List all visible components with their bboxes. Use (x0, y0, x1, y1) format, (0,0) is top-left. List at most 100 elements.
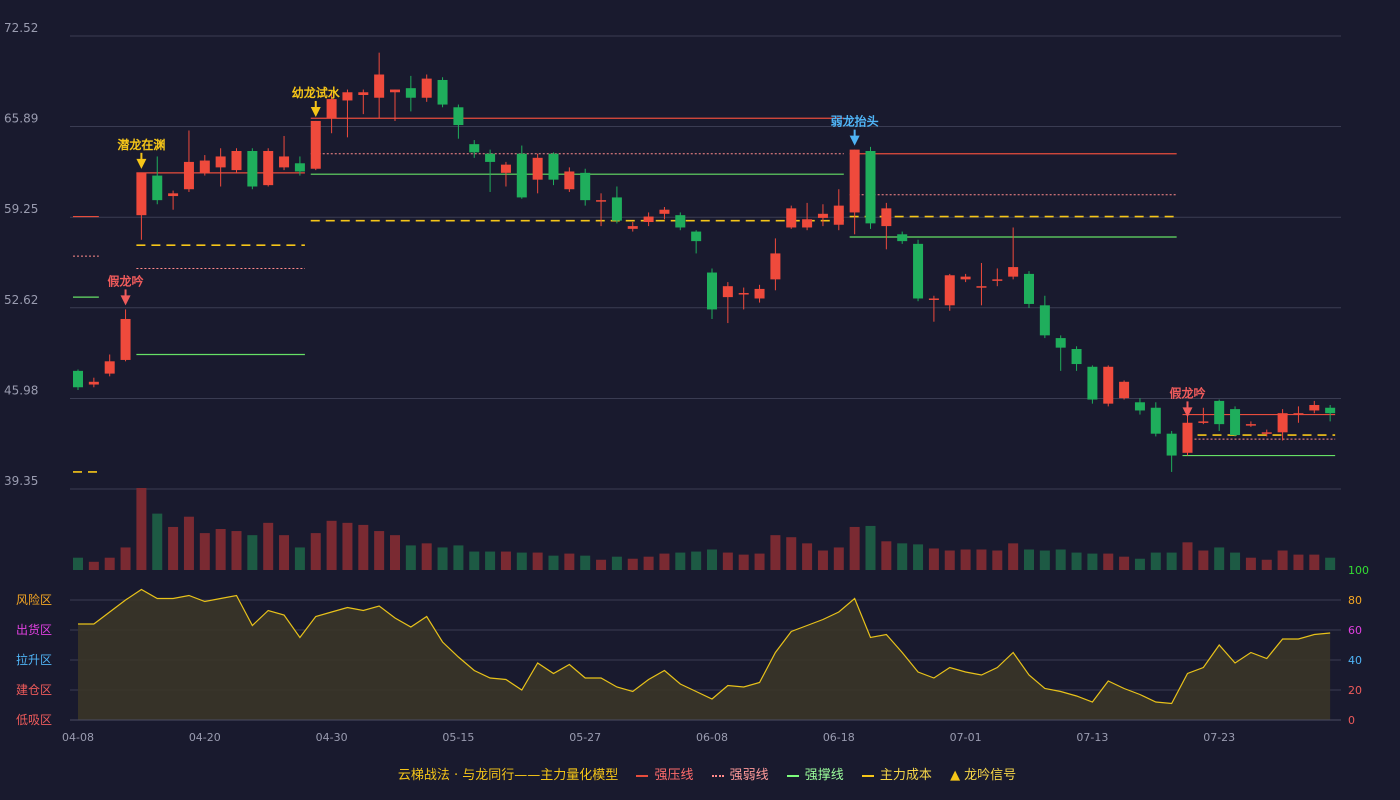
signal-arrow-icon (849, 135, 860, 146)
candle-body (944, 275, 955, 306)
volume-bar (1087, 553, 1098, 570)
candle-body (849, 149, 860, 213)
volume-bar (437, 547, 448, 570)
x-tick-label: 05-27 (569, 731, 601, 744)
candle-body (1277, 413, 1288, 433)
volume-bar (580, 555, 591, 570)
volume-bar (754, 553, 765, 570)
indicator-tick-label: 40 (1348, 654, 1362, 667)
candle-body (1119, 381, 1130, 399)
legend-label-strong-pressure: 强压线 (654, 768, 694, 783)
volume-bar (627, 558, 638, 570)
candle-body (611, 197, 622, 221)
candle-body (976, 286, 987, 288)
candle-body (1024, 273, 1034, 304)
volume-bar (88, 561, 99, 570)
candle-body (326, 99, 337, 119)
legend-item-signal[interactable]: ▲ 龙吟信号 (950, 764, 1016, 783)
candle-body (1230, 409, 1241, 436)
candle-body (1325, 407, 1336, 414)
price-tick-label: 45.98 (4, 383, 38, 397)
legend-item-strong-pressure[interactable]: 强压线 (636, 764, 693, 783)
price-tick-label: 65.89 (4, 112, 38, 126)
candle-body (279, 156, 290, 168)
volume-bar (453, 545, 464, 570)
volume-bar (944, 550, 955, 570)
candle-body (390, 89, 400, 93)
signal-label: 幼龙试水 (292, 85, 341, 100)
candle-body (1309, 405, 1320, 411)
candle-body (231, 150, 242, 171)
candle-body (1150, 407, 1161, 434)
volume-bar (833, 547, 844, 570)
volume-bar (73, 557, 83, 570)
volume-bar (405, 545, 416, 570)
volume-bar (548, 555, 559, 570)
legend-swatch-weak-strong (711, 774, 724, 777)
volume-bar (1008, 543, 1019, 570)
volume-bar (358, 524, 369, 570)
indicator-zone-label: 建仓区 (16, 683, 52, 697)
indicator-zone-label: 出货区 (16, 622, 52, 637)
volume-bar (786, 537, 797, 570)
candle-body (120, 318, 131, 360)
candle-body (1261, 432, 1272, 434)
candle-body (675, 215, 686, 228)
volume-bar (199, 533, 210, 570)
legend-item-weak-strong[interactable]: 强弱线 (711, 764, 769, 783)
volume-bar (326, 520, 337, 570)
volume-bar (310, 533, 321, 570)
volume-bar (1198, 550, 1209, 570)
volume-bar (817, 550, 828, 570)
indicator-area (78, 589, 1331, 720)
x-tick-label: 07-23 (1203, 731, 1235, 744)
candle-body (643, 216, 654, 223)
candle-body (183, 161, 194, 190)
volume-bar (738, 554, 749, 570)
volume-bar (136, 488, 147, 570)
candle-body (691, 231, 702, 242)
candle-body (627, 226, 638, 229)
candle-body (659, 209, 670, 214)
volume-bar (881, 541, 892, 570)
volume-bar (231, 531, 242, 570)
price-tick-label: 72.52 (4, 21, 38, 35)
volume-bar (1055, 549, 1066, 570)
volume-bar (421, 543, 432, 570)
volume-bar (294, 547, 305, 570)
x-tick-label: 07-01 (950, 731, 982, 744)
volume-bar (120, 547, 131, 570)
volume-bar (469, 551, 480, 570)
candle-body (1039, 305, 1050, 336)
indicator-zone-label: 低吸区 (16, 713, 52, 727)
candle-body (152, 175, 163, 201)
candle-body (88, 381, 99, 385)
candle-body (437, 79, 448, 105)
candle-body (1198, 421, 1209, 423)
volume-bar (1245, 557, 1256, 570)
legend-item-main-cost[interactable]: 主力成本 (861, 764, 932, 783)
x-tick-label: 04-30 (316, 731, 348, 744)
candle-body (1071, 349, 1082, 365)
candle-body (342, 92, 353, 101)
volume-bar (976, 549, 987, 570)
candle-body (1087, 366, 1098, 400)
legend-title: 云梯战法 · 与龙同行——主力量化模型 (397, 768, 619, 783)
candle-body (453, 107, 464, 126)
volume-bar (342, 522, 353, 570)
signal-arrow-icon (136, 158, 147, 169)
candle-body (215, 156, 226, 168)
indicator-tick-label: 0 (1348, 714, 1355, 727)
volume-bar (485, 551, 496, 570)
candle-body (73, 370, 83, 388)
volume-bar (1277, 550, 1288, 570)
candle-body (913, 243, 924, 299)
volume-bar (247, 535, 258, 570)
candle-body (136, 172, 147, 216)
candle-body (485, 153, 496, 162)
legend-item-strong-support[interactable]: 强撑线 (786, 764, 844, 783)
legend-swatch-main-cost (861, 774, 874, 777)
volume-bar (279, 535, 290, 570)
volume-bar (802, 543, 813, 570)
legend-label-strong-support: 强撑线 (804, 768, 844, 783)
